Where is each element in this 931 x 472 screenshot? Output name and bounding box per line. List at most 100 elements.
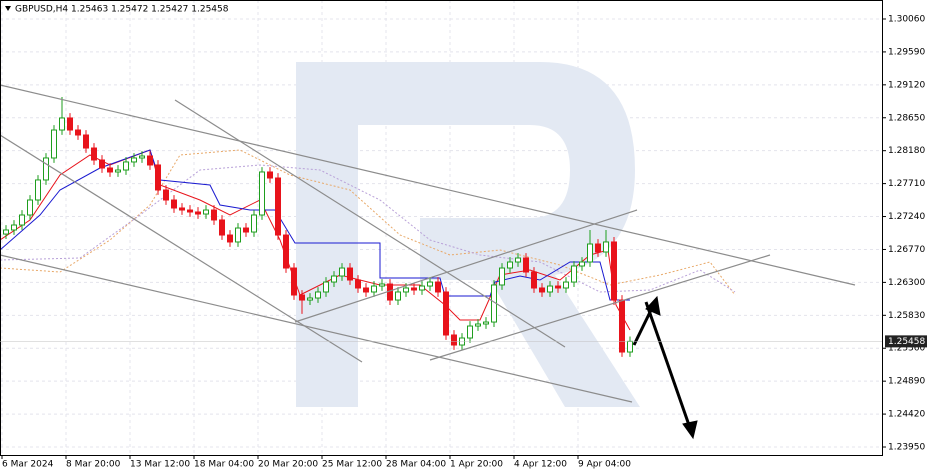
candle-body xyxy=(187,209,193,213)
candle-body xyxy=(539,287,545,293)
candle-body xyxy=(75,129,81,136)
watermark xyxy=(296,62,640,407)
arrow-head xyxy=(682,420,698,440)
candle-body xyxy=(379,283,385,287)
y-tick-label: 1.29590 xyxy=(888,47,925,57)
candle-body xyxy=(507,261,513,269)
candle-body xyxy=(515,257,521,263)
trend-line xyxy=(174,99,566,348)
candle-body xyxy=(435,281,441,293)
candle-body xyxy=(83,134,89,149)
y-tick-label: 1.28650 xyxy=(888,113,925,123)
candle-body xyxy=(587,243,593,263)
candle-body xyxy=(27,199,33,216)
arrow-down xyxy=(644,301,692,429)
candle-body xyxy=(283,234,289,269)
candle-body xyxy=(139,155,145,159)
symbol-icon xyxy=(5,6,11,11)
candle-body xyxy=(371,285,377,293)
candle-body xyxy=(123,161,129,171)
x-tick-label: 20 Mar 20:00 xyxy=(258,460,318,470)
forecast-arrows xyxy=(632,295,698,440)
candle-body xyxy=(563,281,569,289)
candle-body xyxy=(403,287,409,293)
candle-body xyxy=(315,291,321,299)
candle-body xyxy=(115,169,121,173)
senkou-b xyxy=(0,164,736,293)
candle-body xyxy=(155,164,161,191)
candle-body xyxy=(11,224,17,231)
candle-body xyxy=(451,334,457,346)
candle-body xyxy=(395,291,401,301)
candle-body xyxy=(443,291,449,336)
candle-body xyxy=(203,209,209,215)
candle-body xyxy=(411,287,417,291)
candle-body xyxy=(131,157,137,163)
y-tick-label: 1.29120 xyxy=(888,80,925,90)
y-tick-label: 1.25830 xyxy=(888,311,925,321)
senkou-a xyxy=(0,149,736,296)
candles xyxy=(3,97,633,357)
candle-body xyxy=(91,147,97,161)
candle-body xyxy=(195,211,201,215)
candle-body xyxy=(531,271,537,289)
candle-body xyxy=(299,294,305,301)
candle-body xyxy=(171,199,177,209)
kijun-sen xyxy=(0,149,630,301)
y-tick-label: 1.25360 xyxy=(888,344,925,354)
y-tick-label: 1.27710 xyxy=(888,179,925,189)
watermark-stem xyxy=(296,62,358,407)
candle-body xyxy=(427,281,433,287)
x-tick-label: 4 Apr 12:00 xyxy=(514,460,567,470)
candle-body xyxy=(603,241,609,253)
candle-body xyxy=(107,167,113,173)
y-tick-label: 1.26770 xyxy=(888,245,925,255)
candle-body xyxy=(347,267,353,281)
candle-body xyxy=(307,297,313,301)
candle-body xyxy=(323,281,329,293)
candle-body xyxy=(555,285,561,289)
candle-body xyxy=(419,285,425,291)
y-tick-label: 1.23950 xyxy=(888,443,925,453)
candle-body xyxy=(627,340,633,353)
candle-body xyxy=(219,219,225,236)
candle-body xyxy=(3,229,9,235)
candle-body xyxy=(467,325,473,339)
y-tick-label: 1.24890 xyxy=(888,377,925,387)
plot-frame xyxy=(0,0,883,456)
candle-body xyxy=(227,234,233,243)
y-tick-label: 1.24420 xyxy=(888,410,925,420)
candle-body xyxy=(547,285,553,293)
trend-line xyxy=(0,84,856,286)
candle-body xyxy=(571,265,577,283)
y-tick-label: 1.30060 xyxy=(888,14,925,24)
x-tick-label: 25 Mar 12:00 xyxy=(322,460,382,470)
candle-body xyxy=(499,267,505,286)
candle-body xyxy=(259,171,265,216)
x-tick-label: 6 Mar 2024 xyxy=(2,460,54,470)
candle-body xyxy=(275,177,281,236)
candle-body xyxy=(363,287,369,293)
candle-body xyxy=(251,214,257,233)
candle-body xyxy=(611,241,617,301)
x-tick-label: 18 Mar 04:00 xyxy=(194,460,254,470)
candle-body xyxy=(339,267,345,277)
candle-body xyxy=(267,171,273,179)
trend-line xyxy=(294,209,638,323)
candle-body xyxy=(595,243,601,253)
candle-body xyxy=(211,209,217,221)
trend-line xyxy=(0,254,633,403)
candle-body xyxy=(43,157,49,181)
candle-body xyxy=(243,227,249,233)
candle-body xyxy=(35,179,41,201)
candle-body xyxy=(51,129,57,159)
x-tick-label: 9 Apr 04:00 xyxy=(578,460,631,470)
y-tick-label: 1.26300 xyxy=(888,278,925,288)
candle-body xyxy=(19,214,25,226)
x-tick-label: 28 Mar 04:00 xyxy=(386,460,446,470)
candle-body xyxy=(291,267,297,296)
candle-body xyxy=(483,321,489,325)
candle-body xyxy=(579,261,585,267)
x-tick-label: 13 Mar 12:00 xyxy=(130,460,190,470)
